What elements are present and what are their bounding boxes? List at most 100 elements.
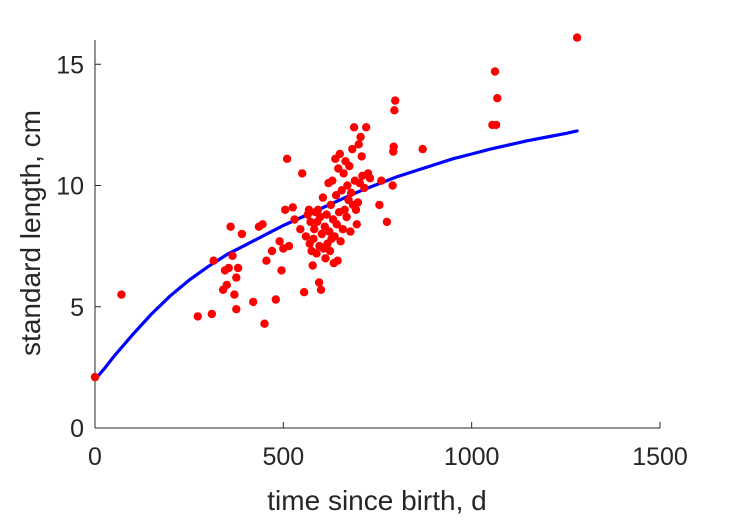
data-point bbox=[375, 200, 384, 210]
data-point bbox=[117, 290, 126, 299]
data-point bbox=[233, 263, 243, 273]
data-point bbox=[316, 285, 326, 294]
data-point bbox=[275, 237, 284, 246]
data-point bbox=[209, 256, 218, 265]
data-point bbox=[334, 164, 343, 173]
data-point bbox=[313, 205, 323, 214]
data-point bbox=[330, 232, 339, 241]
data-point bbox=[388, 181, 397, 190]
data-point bbox=[332, 220, 341, 229]
x-tick-label: 0 bbox=[88, 443, 102, 471]
data-point bbox=[193, 312, 202, 321]
data-point bbox=[357, 152, 366, 161]
data-point bbox=[390, 106, 399, 115]
data-point bbox=[298, 169, 307, 178]
data-point bbox=[288, 203, 297, 212]
data-point bbox=[337, 186, 346, 195]
data-point bbox=[290, 215, 299, 224]
data-point bbox=[351, 205, 361, 214]
data-point bbox=[340, 205, 349, 214]
data-point bbox=[299, 288, 309, 297]
y-axis-label: standard length, cm bbox=[15, 110, 46, 356]
data-point bbox=[377, 176, 386, 185]
data-point bbox=[301, 232, 311, 241]
data-point bbox=[338, 225, 347, 234]
x-axis: 0 500 1000 1500 bbox=[88, 422, 688, 471]
data-point bbox=[304, 205, 314, 214]
data-point bbox=[352, 220, 361, 229]
data-point bbox=[277, 266, 286, 275]
data-point bbox=[325, 246, 335, 256]
data-point bbox=[230, 290, 239, 299]
data-point bbox=[284, 241, 294, 251]
data-point bbox=[391, 96, 400, 105]
x-axis-label: time since birth, d bbox=[267, 485, 486, 516]
data-point bbox=[335, 149, 344, 159]
data-point bbox=[356, 132, 365, 142]
data-point bbox=[322, 210, 331, 219]
data-point bbox=[326, 200, 335, 210]
x-tick-label: 1500 bbox=[632, 443, 688, 471]
y-tick-label: 15 bbox=[56, 51, 84, 79]
data-point bbox=[282, 154, 292, 163]
data-point bbox=[346, 188, 356, 197]
data-point bbox=[328, 176, 337, 185]
data-point bbox=[232, 305, 241, 314]
data-point bbox=[237, 229, 247, 239]
data-point bbox=[418, 144, 427, 154]
data-point bbox=[333, 256, 342, 265]
data-point bbox=[296, 225, 305, 234]
data-point bbox=[312, 249, 321, 258]
y-tick-label: 5 bbox=[70, 294, 84, 322]
data-point bbox=[318, 193, 328, 202]
data-point bbox=[348, 144, 357, 154]
data-point bbox=[207, 309, 216, 319]
data-point bbox=[314, 278, 324, 287]
data-point bbox=[382, 217, 392, 227]
data-point bbox=[345, 161, 354, 171]
data-point bbox=[224, 263, 233, 273]
data-point bbox=[262, 256, 271, 265]
data-point bbox=[228, 251, 237, 260]
data-point bbox=[306, 217, 315, 227]
data-point bbox=[226, 222, 235, 231]
x-tick-label: 1000 bbox=[444, 443, 500, 471]
data-point bbox=[321, 254, 330, 263]
data-point bbox=[260, 319, 269, 328]
data-point bbox=[342, 212, 351, 222]
data-point bbox=[309, 234, 318, 243]
data-point bbox=[365, 174, 375, 183]
data-point bbox=[354, 140, 363, 149]
data-point bbox=[360, 183, 369, 193]
y-axis: 0 5 10 15 bbox=[56, 40, 101, 443]
data-point bbox=[310, 225, 319, 234]
data-point bbox=[249, 297, 258, 307]
data-point bbox=[308, 261, 317, 270]
data-point bbox=[353, 198, 363, 207]
data-point bbox=[491, 120, 501, 130]
data-point bbox=[493, 94, 502, 103]
data-point bbox=[343, 181, 352, 190]
data-point bbox=[346, 227, 355, 236]
data-point bbox=[90, 372, 100, 382]
data-point bbox=[339, 169, 348, 178]
data-point bbox=[572, 33, 582, 42]
data-point bbox=[258, 220, 267, 229]
data-point bbox=[317, 229, 326, 239]
data-point bbox=[267, 246, 277, 256]
data-point bbox=[232, 273, 241, 282]
data-point bbox=[222, 280, 231, 290]
data-point bbox=[349, 123, 359, 132]
data-point bbox=[281, 205, 290, 214]
y-tick-label: 10 bbox=[56, 173, 84, 201]
data-point bbox=[389, 142, 398, 151]
data-point bbox=[490, 67, 500, 76]
y-tick-label: 0 bbox=[70, 415, 84, 443]
data-point bbox=[271, 295, 280, 304]
data-points-layer bbox=[90, 33, 582, 382]
data-point bbox=[331, 191, 341, 200]
data-point bbox=[336, 237, 345, 246]
data-point bbox=[362, 123, 371, 132]
x-tick-label: 500 bbox=[262, 443, 304, 471]
